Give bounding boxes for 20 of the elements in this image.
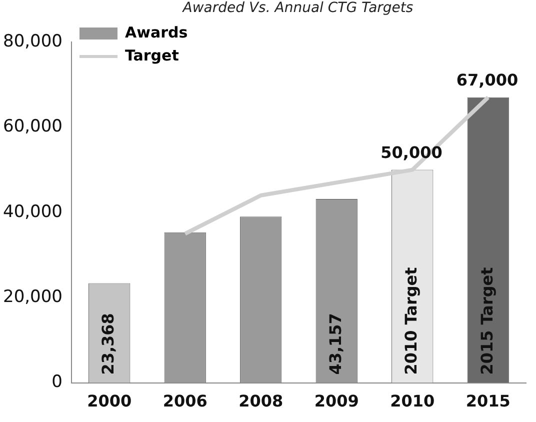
legend-label: Awards bbox=[124, 23, 188, 42]
data-label: 43,157 bbox=[326, 313, 345, 375]
y-tick-label: 20,000 bbox=[3, 287, 62, 308]
chart-title: Awarded Vs. Annual CTG Targets bbox=[181, 0, 414, 18]
x-tick-label: 2008 bbox=[238, 392, 284, 411]
y-tick-label: 40,000 bbox=[3, 202, 62, 222]
y-tick-label: 0 bbox=[52, 372, 62, 392]
y-tick-label: 60,000 bbox=[3, 116, 62, 137]
x-tick-label: 2015 bbox=[466, 392, 510, 411]
data-label: 67,000 bbox=[456, 70, 518, 90]
x-tick-label: 2009 bbox=[314, 392, 359, 411]
x-tick-label: 2000 bbox=[87, 392, 132, 411]
y-tick-label: 80,000 bbox=[3, 31, 62, 52]
data-label: 50,000 bbox=[380, 142, 442, 162]
legend-label: Target bbox=[124, 46, 179, 64]
annotation: 2015 Target bbox=[477, 266, 496, 375]
data-label: 23,368 bbox=[98, 313, 118, 375]
annotation: 2010 Target bbox=[402, 266, 421, 375]
x-tick-label: 2006 bbox=[162, 392, 208, 411]
x-tick-label: 2010 bbox=[390, 392, 435, 411]
